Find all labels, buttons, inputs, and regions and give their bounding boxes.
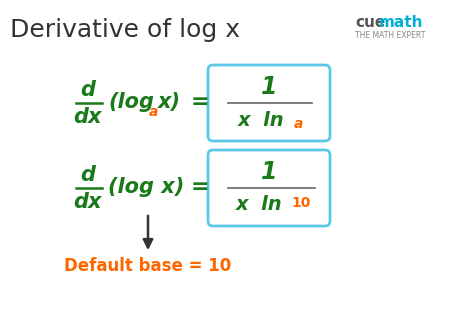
Text: =: = (191, 177, 209, 197)
Text: Derivative of log x: Derivative of log x (10, 18, 240, 42)
Text: (log: (log (108, 92, 154, 112)
Text: 10: 10 (291, 196, 310, 210)
FancyBboxPatch shape (208, 65, 330, 141)
Text: a: a (149, 105, 159, 119)
Text: a: a (294, 117, 304, 131)
Text: =: = (191, 92, 209, 112)
Text: x  ln: x ln (238, 110, 284, 130)
Text: 1: 1 (261, 160, 277, 184)
Text: x  ln: x ln (236, 196, 283, 214)
Text: 1: 1 (261, 75, 277, 99)
Text: math: math (379, 15, 424, 30)
Text: Default base = 10: Default base = 10 (64, 257, 231, 275)
Text: dx: dx (74, 107, 102, 127)
Text: x): x) (158, 92, 181, 112)
Text: THE MATH EXPERT: THE MATH EXPERT (355, 31, 425, 40)
Text: dx: dx (74, 192, 102, 212)
Text: d: d (81, 80, 96, 100)
Text: cue: cue (355, 15, 385, 30)
Text: d: d (81, 165, 96, 185)
Text: (log x): (log x) (108, 177, 184, 197)
FancyBboxPatch shape (208, 150, 330, 226)
